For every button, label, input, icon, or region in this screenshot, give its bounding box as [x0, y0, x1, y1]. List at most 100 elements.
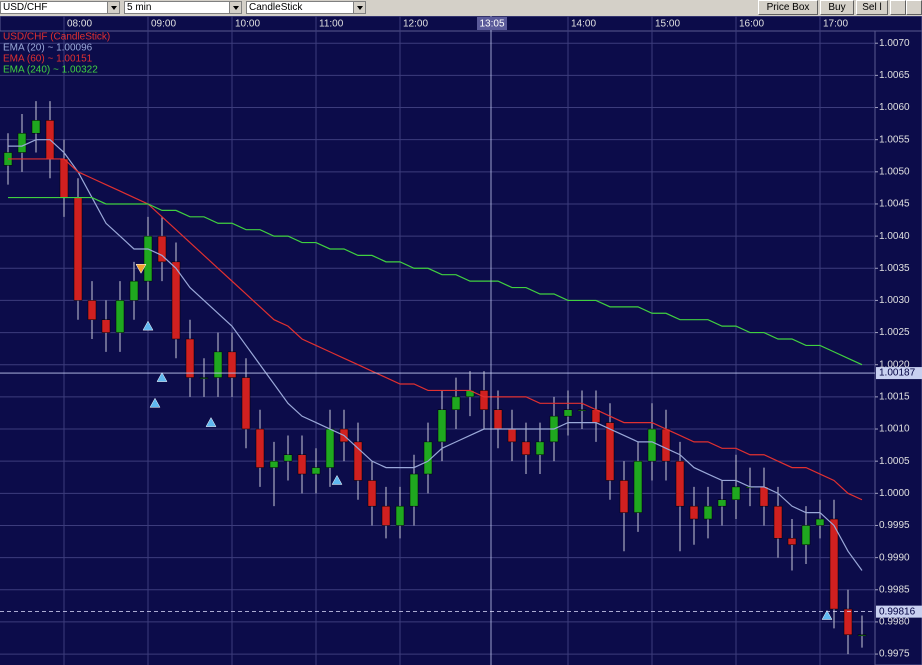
- y-tick-label: 0.9985: [879, 584, 910, 595]
- candle-body: [157, 235, 167, 263]
- candle-body: [185, 338, 195, 378]
- style-text: CandleStick: [249, 2, 303, 13]
- candle-body: [815, 518, 825, 526]
- y-tick-label: 1.0065: [879, 70, 910, 81]
- candle-body: [143, 235, 153, 282]
- candle-body: [451, 396, 461, 410]
- signal-marker: [142, 320, 154, 331]
- candle-body: [101, 319, 111, 333]
- candle-body: [87, 300, 97, 320]
- candle-body: [661, 428, 671, 462]
- interval-select[interactable]: 5 min: [124, 1, 242, 14]
- candle-body: [633, 460, 643, 513]
- x-tick-label: 10:00: [235, 19, 260, 30]
- candle-body: [675, 460, 685, 507]
- y-tick-label: 1.0005: [879, 456, 910, 467]
- signal-marker: [821, 609, 833, 620]
- candle-body: [521, 441, 531, 455]
- candle-body: [689, 505, 699, 520]
- tool-icon[interactable]: [890, 0, 906, 15]
- candle-body: [787, 538, 797, 546]
- candle-body: [703, 505, 713, 520]
- crosshair-price-box: [876, 367, 922, 380]
- candle-body: [773, 505, 783, 539]
- y-tick-label: 1.0050: [879, 166, 910, 177]
- ema-line: [8, 158, 863, 501]
- candle-body: [115, 300, 125, 333]
- legend-title: USD/CHF (CandleStick): [3, 32, 110, 43]
- y-tick-label: 1.0010: [879, 424, 910, 435]
- x-tick-label: 12:00: [403, 19, 428, 30]
- y-tick-label: 1.0035: [879, 263, 910, 274]
- candle-body: [535, 441, 545, 455]
- symbol-text: USD/CHF: [3, 2, 48, 13]
- candle-body: [381, 505, 391, 526]
- legend-entry: EMA (240) ~ 1.00322: [3, 65, 98, 76]
- legend-entry: EMA (20) ~ 1.00096: [3, 43, 93, 54]
- candle-body: [619, 480, 629, 513]
- y-tick-label: 1.0045: [879, 199, 910, 210]
- candle-body: [241, 377, 251, 430]
- style-select[interactable]: CandleStick: [246, 1, 366, 14]
- candle-body: [325, 428, 335, 468]
- candle-body: [129, 280, 139, 301]
- legend-entry: EMA (60) ~ 1.00151: [3, 54, 93, 65]
- time-axis: [0, 15, 922, 32]
- candle-body: [17, 132, 27, 153]
- candle-body: [269, 460, 279, 468]
- candle-body: [437, 409, 447, 443]
- tool-icon[interactable]: [906, 0, 922, 15]
- candle-body: [297, 454, 307, 475]
- y-tick-label: 1.0030: [879, 295, 910, 306]
- candle-body: [213, 351, 223, 378]
- candle-body: [283, 454, 293, 462]
- ema-line: [8, 139, 863, 571]
- signal-marker: [331, 474, 343, 485]
- candle-body: [199, 377, 209, 379]
- candle-body: [577, 409, 587, 411]
- y-tick-label: 1.0025: [879, 327, 910, 338]
- y-tick-label: 1.0060: [879, 102, 910, 113]
- candle-body: [731, 486, 741, 500]
- candle-body: [353, 441, 363, 481]
- candle-body: [31, 120, 41, 134]
- signal-marker: [149, 397, 161, 408]
- y-tick-label: 0.9990: [879, 552, 910, 563]
- x-tick-label: 09:00: [151, 19, 176, 30]
- buy-button[interactable]: Buy: [820, 0, 854, 15]
- crosshair-time-label: 13:05: [479, 19, 504, 30]
- candle-body: [409, 473, 419, 507]
- interval-text: 5 min: [127, 2, 152, 13]
- candle-body: [647, 428, 657, 462]
- candle-body: [311, 467, 321, 475]
- signal-marker: [156, 372, 168, 382]
- candle-body: [507, 428, 517, 443]
- x-tick-label: 17:00: [823, 19, 848, 30]
- candle-body: [801, 525, 811, 546]
- candle-body: [759, 486, 769, 507]
- y-tick-label: 1.0040: [879, 231, 910, 242]
- toolbar: USD/CHF 5 min CandleStick Price Box Buy …: [0, 0, 922, 16]
- signal-marker: [205, 417, 217, 427]
- price-box-button[interactable]: Price Box: [758, 0, 818, 15]
- candle-body: [717, 499, 727, 507]
- y-tick-label: 1.0070: [879, 38, 910, 49]
- candle-body: [479, 390, 489, 410]
- signal-marker: [135, 264, 147, 274]
- price-axis: [874, 30, 922, 665]
- candle-body: [843, 608, 853, 636]
- sell-button[interactable]: Sel l: [856, 0, 888, 15]
- symbol-select[interactable]: USD/CHF: [0, 1, 120, 14]
- y-tick-label: 0.9995: [879, 520, 910, 531]
- y-tick-label: 1.0055: [879, 134, 910, 145]
- y-tick-label: 1.0015: [879, 392, 910, 403]
- candle-body: [59, 158, 69, 198]
- candle-body: [171, 261, 181, 340]
- crosshair-time-box: [477, 17, 507, 30]
- candle-body: [255, 428, 265, 468]
- candle-body: [829, 518, 839, 610]
- candle-body: [73, 197, 83, 301]
- y-tick-label: 0.9975: [879, 649, 910, 660]
